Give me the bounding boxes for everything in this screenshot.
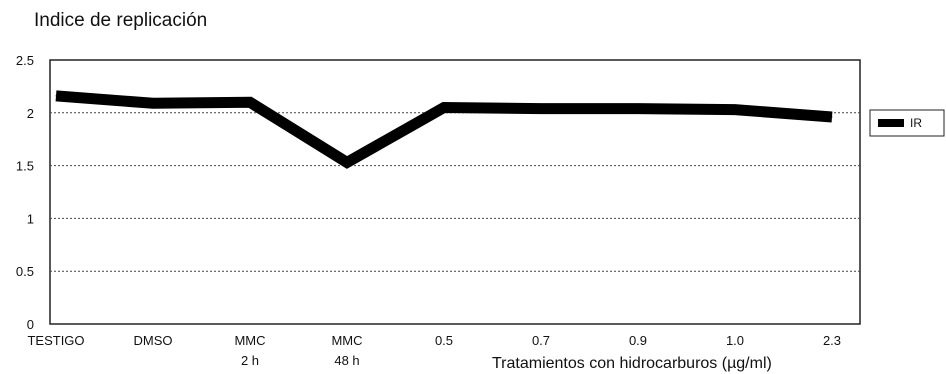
y-tick-label: 0.5 [16,264,34,279]
x-tick-label: 2.3 [823,333,841,348]
series-lines [55,90,833,169]
y-tick-label: 2.5 [16,53,34,68]
series-line-ir [55,90,833,169]
x-tick-sublabel: 2 h [241,353,259,368]
x-tick-label: 0.5 [435,333,453,348]
chart-title: Indice de replicación [34,10,207,31]
data-point [637,108,639,110]
x-tick-label: MMC [234,333,265,348]
legend: IR [869,109,945,137]
data-point [249,101,251,103]
y-tick-label: 1 [27,211,34,226]
y-tick-label: 2 [27,106,34,121]
grid-lines [50,112,860,272]
y-tick-label: 0 [27,317,34,332]
plot-frame [49,59,861,325]
data-point [346,161,348,163]
x-tick-label: TESTIGO [27,333,84,348]
data-point [152,102,154,104]
x-tick-label: MMC [331,333,362,348]
legend-label-ir: IR [910,116,922,130]
data-point [443,107,445,109]
x-tick-sublabel: 48 h [334,353,359,368]
y-tick-label: 1.5 [16,159,34,174]
x-tick-label: 0.7 [532,333,550,348]
x-axis-title: Tratamientos con hidrocarburos (µg/ml) [492,355,772,372]
x-tick-label: 1.0 [726,333,744,348]
data-point [540,108,542,110]
x-tick-label: 0.9 [629,333,647,348]
data-point [831,116,833,118]
x-tick-label: DMSO [134,333,173,348]
data-point [55,95,57,97]
x-axis-ticks: TESTIGO DMSO MMC 2 h MMC 48 h 0.5 0.7 0.9 1.0 2.3 [27,333,841,368]
y-axis-ticks: 0 0.5 1 1.5 2 2.5 [16,53,34,332]
data-point [734,109,736,111]
legend-swatch [878,119,904,127]
